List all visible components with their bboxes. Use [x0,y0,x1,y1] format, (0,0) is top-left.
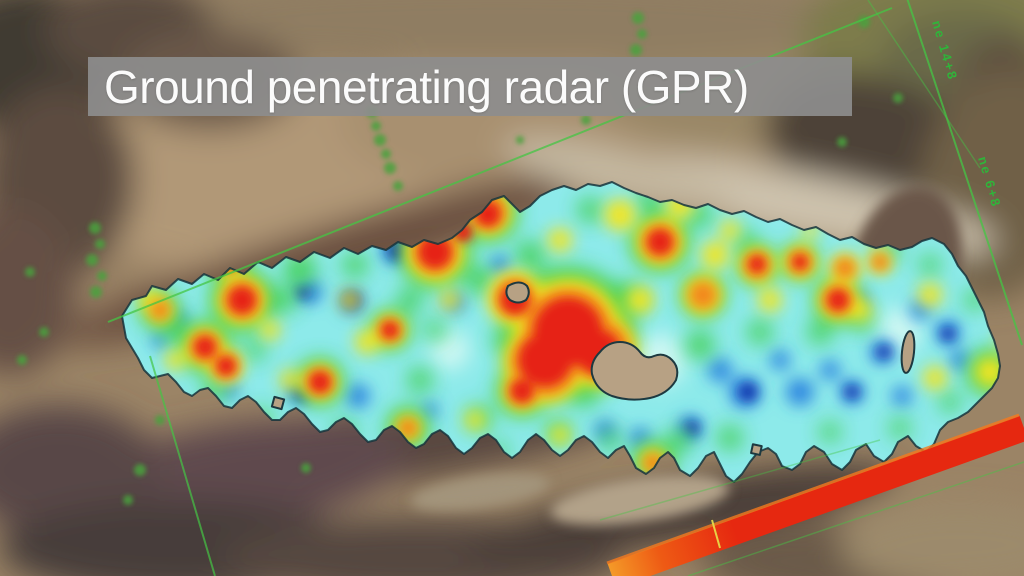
scan-transect-bar [606,413,1024,576]
heatmap-outline [121,181,1001,483]
page-title: Ground penetrating radar (GPR) [104,60,749,113]
transect-tick [711,519,721,549]
heatmap-islands [270,281,916,456]
title-banner: Ground penetrating radar (GPR) [88,57,852,116]
